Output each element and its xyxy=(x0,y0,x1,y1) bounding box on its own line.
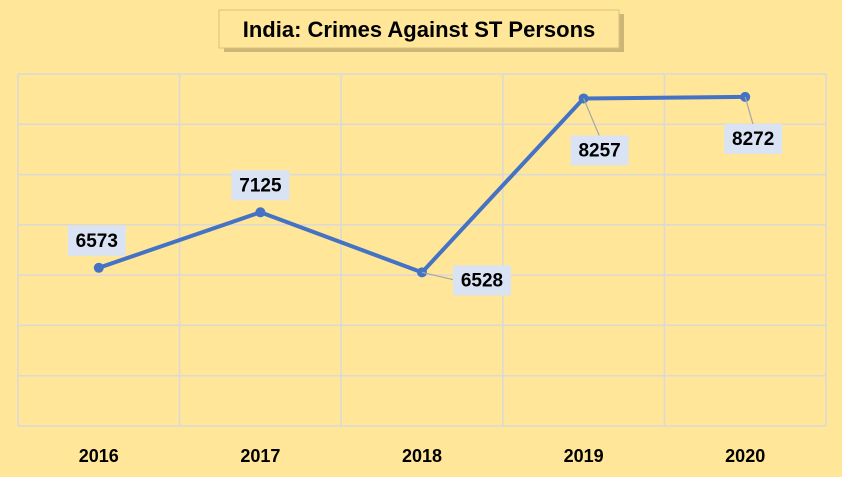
point xyxy=(255,207,266,218)
leader-line xyxy=(744,96,754,126)
data-label: 7125 xyxy=(239,175,282,196)
chart-title: India: Crimes Against ST Persons xyxy=(243,17,596,42)
leader-line xyxy=(583,98,601,137)
leader-line xyxy=(421,271,457,281)
x-tick-label: 2016 xyxy=(79,446,119,466)
x-tick-label: 2018 xyxy=(402,446,442,466)
x-tick-label: 2019 xyxy=(564,446,604,466)
label-box xyxy=(570,135,629,166)
data-label: 6573 xyxy=(76,231,118,252)
data-label: 8272 xyxy=(732,129,774,150)
data-label: 6528 xyxy=(461,270,503,291)
label-box xyxy=(453,265,511,296)
title-box xyxy=(218,9,620,49)
x-tick-label: 2020 xyxy=(725,446,765,466)
label-box xyxy=(67,225,126,256)
label-box xyxy=(231,170,290,201)
x-tick-label: 2017 xyxy=(240,446,280,466)
label-box xyxy=(724,123,783,154)
point xyxy=(93,262,104,273)
data-label: 8257 xyxy=(578,140,620,161)
